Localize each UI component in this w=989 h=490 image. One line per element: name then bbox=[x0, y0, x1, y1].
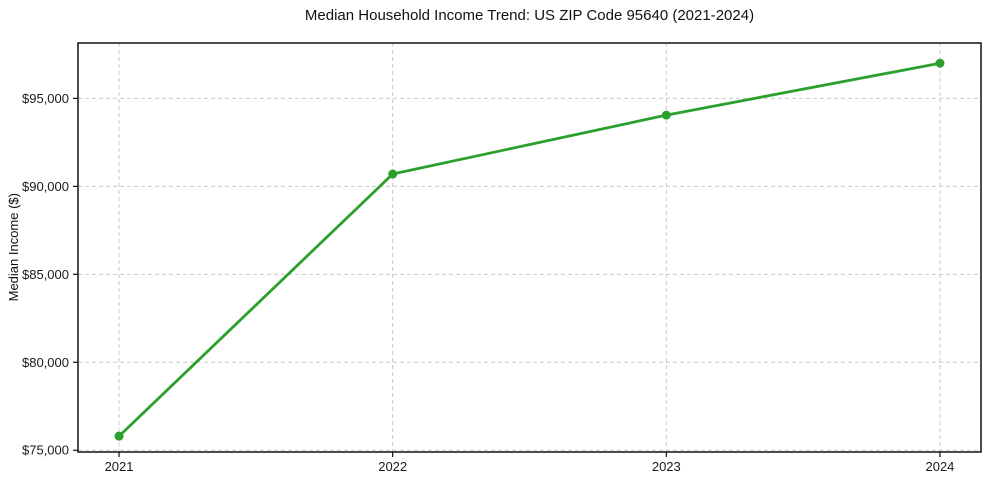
y-tick-label: $95,000 bbox=[22, 91, 69, 106]
data-point-marker bbox=[114, 431, 124, 441]
chart-title: Median Household Income Trend: US ZIP Co… bbox=[304, 7, 755, 24]
x-tick-label: 2021 bbox=[105, 459, 134, 474]
y-tick-label: $90,000 bbox=[22, 179, 69, 194]
y-tick-label: $75,000 bbox=[22, 443, 69, 458]
y-tick-label: $80,000 bbox=[22, 355, 69, 370]
x-tick-label: 2022 bbox=[378, 459, 407, 474]
y-tick-label: $85,000 bbox=[22, 267, 69, 282]
data-point-marker bbox=[935, 58, 945, 68]
plot-border bbox=[77, 42, 982, 453]
x-tick-label: 2024 bbox=[925, 459, 954, 474]
data-point-marker bbox=[388, 169, 398, 179]
data-point-marker bbox=[661, 110, 671, 120]
x-tick-label: 2023 bbox=[652, 459, 681, 474]
income-trend-line bbox=[117, 61, 942, 438]
